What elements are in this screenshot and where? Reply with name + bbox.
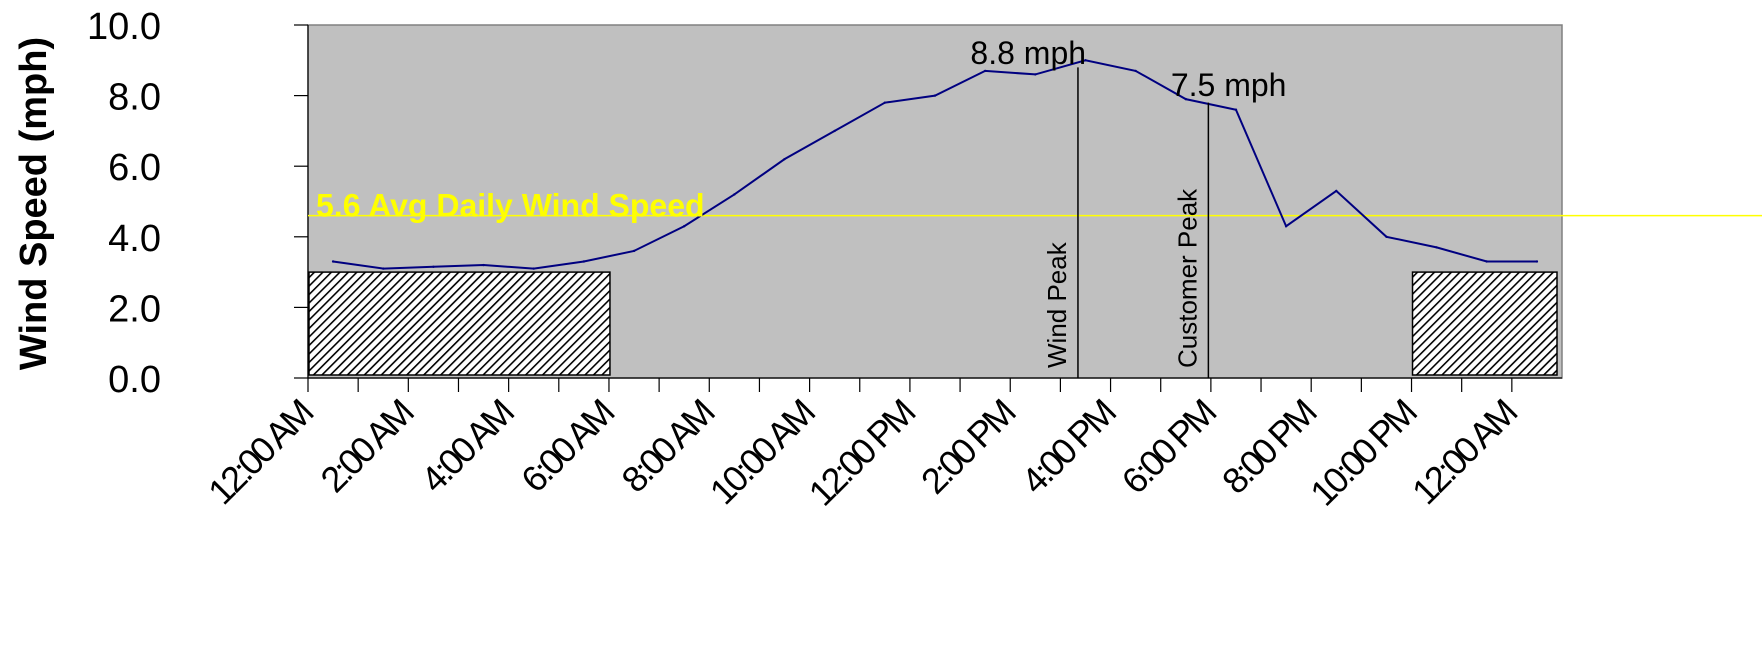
data-point [1034,73,1037,76]
x-tick-label: 6:00 AM [513,392,621,500]
data-point [1184,97,1188,101]
data-point [733,193,736,196]
y-tick-label: 6.0 [108,147,161,189]
data-point [983,69,987,73]
data-point [582,260,586,263]
x-tick-label: 2:00 PM [913,392,1023,502]
x-tick-label: 10:00 PM [1302,392,1424,514]
y-tick-label: 0.0 [108,359,161,401]
data-point [1134,69,1137,73]
x-tick-label: 12:00 AM [1404,392,1524,512]
x-tick-label: 2:00 AM [312,392,420,500]
data-point [1435,246,1438,249]
y-tick-label: 4.0 [108,218,161,260]
x-tick-label: 12:00 PM [801,392,923,514]
average-line-label: 5.6 Avg Daily Wind Speed [316,188,705,224]
data-point [432,265,435,269]
data-point [883,101,887,104]
hatched-bar-0 [308,271,611,376]
data-point [382,267,385,270]
data-point [1234,108,1238,111]
data-point [1284,225,1288,228]
data-point [1485,260,1488,263]
data-point [1335,189,1338,193]
x-tick-label: 6:00 PM [1114,392,1224,502]
y-tick-label: 10.0 [87,6,161,48]
hatched-bar-1 [1411,271,1558,376]
data-point [1084,59,1087,62]
data-point [833,129,836,133]
data-point [532,267,535,270]
x-tick-label: 12:00 AM [200,392,320,512]
x-tick-label: 4:00 AM [413,392,521,500]
y-axis-title: Wind Speed (mph) [13,37,55,370]
data-point [482,263,485,267]
data-point [331,260,335,263]
data-point [1535,260,1539,263]
peak-annotation: 7.5 mph [1171,67,1287,103]
y-tick-label: 8.0 [108,77,161,119]
x-tick-label: 4:00 PM [1013,392,1123,502]
vertical-marker-label: Customer Peak [1172,188,1202,368]
data-point [632,249,636,253]
data-point [783,157,786,161]
peak-annotation: 8.8 mph [970,35,1086,71]
vertical-marker-label: Wind Peak [1042,241,1072,368]
x-tick-label: 10:00 AM [702,392,822,512]
data-point [1385,235,1388,238]
data-point [683,225,686,228]
data-point [933,94,937,97]
y-tick-label: 2.0 [108,288,161,330]
